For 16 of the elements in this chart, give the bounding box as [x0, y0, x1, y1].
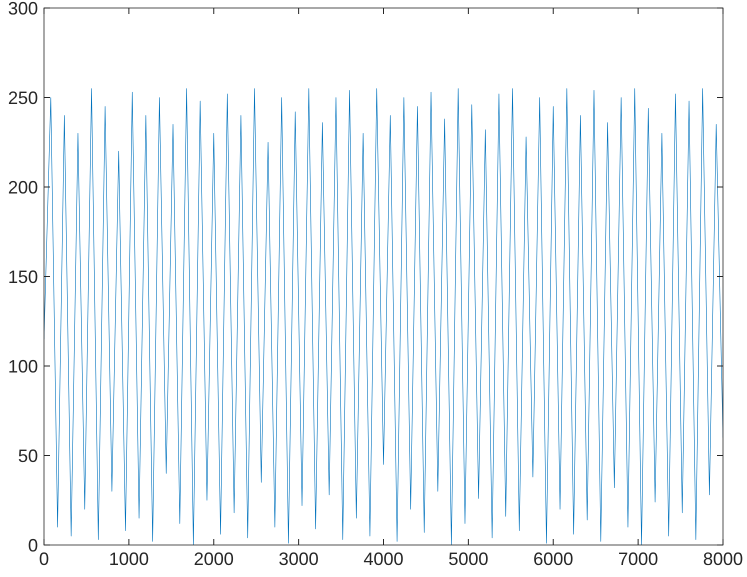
x-tick-label: 3000: [278, 549, 319, 569]
y-tick-label: 250: [8, 88, 38, 108]
y-tick-label: 200: [8, 177, 38, 198]
y-tick-label: 150: [8, 266, 38, 287]
y-tick-label: 0: [28, 535, 38, 556]
line-series: [44, 88, 723, 545]
y-tick-label: 100: [8, 356, 38, 376]
y-tick-label: 300: [8, 0, 38, 18]
x-tick-label: 8000: [702, 549, 744, 569]
x-tick-label: 6000: [533, 549, 574, 569]
x-tick-label: 2000: [194, 549, 234, 569]
x-tick-label: 1000: [108, 549, 149, 569]
x-tick-label: 5000: [448, 549, 488, 569]
y-tick-label: 50: [18, 446, 38, 466]
x-tick-label: 7000: [618, 549, 658, 569]
x-tick-label: 4000: [363, 549, 404, 569]
